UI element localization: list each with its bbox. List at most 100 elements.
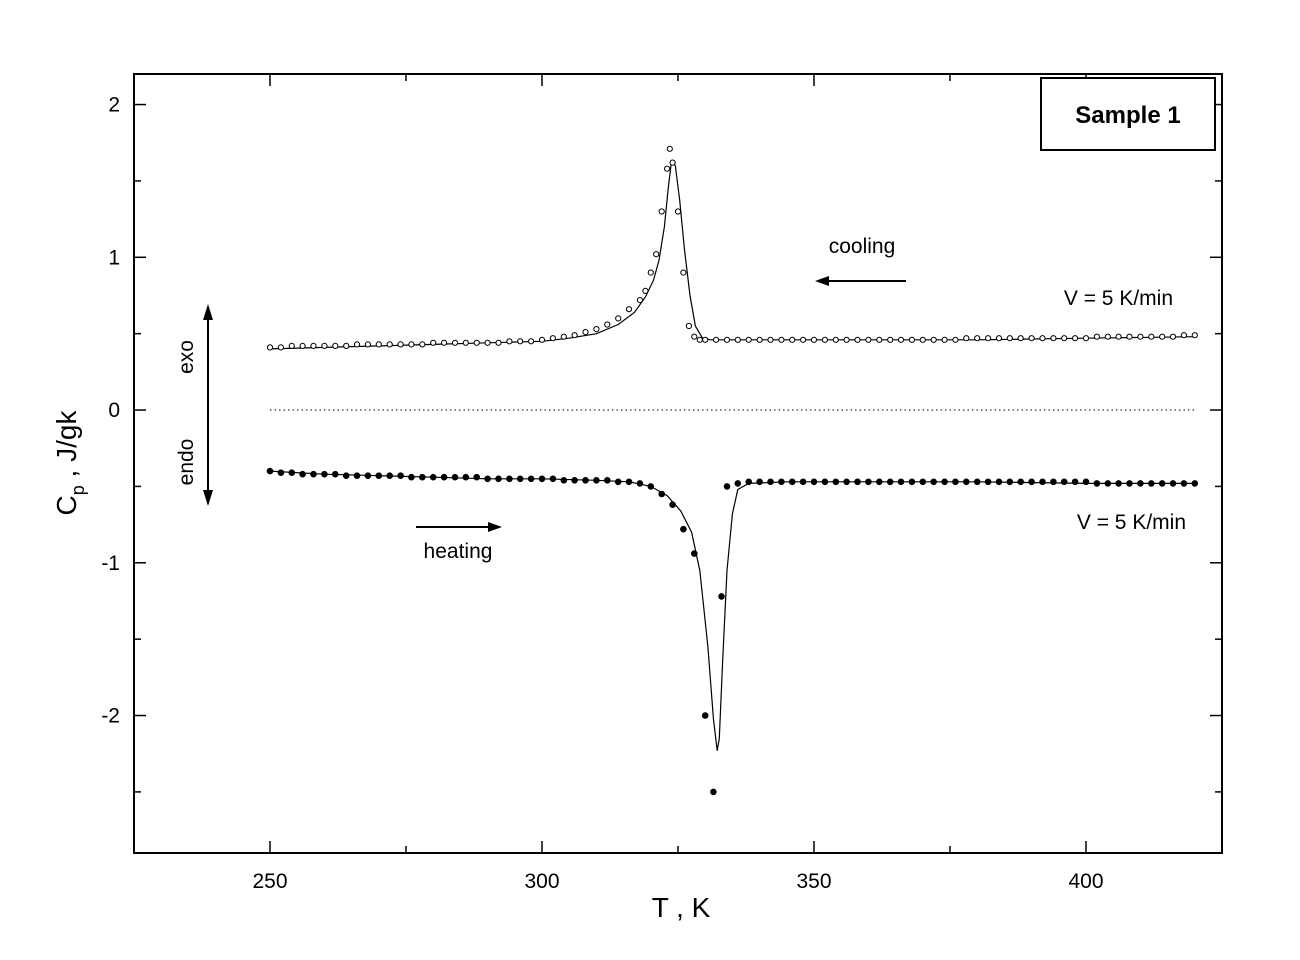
data-point — [745, 336, 752, 343]
data-point — [973, 478, 981, 486]
data-point — [593, 477, 600, 484]
data-point — [854, 336, 861, 343]
data-point — [647, 269, 654, 276]
y-axis-title-sub: p — [68, 485, 88, 495]
data-point — [408, 473, 415, 481]
data-point — [560, 333, 567, 340]
data-point — [332, 470, 339, 478]
data-point — [865, 336, 872, 343]
data-point — [1060, 478, 1068, 486]
data-point — [897, 336, 905, 343]
data-point — [778, 336, 785, 343]
data-point — [680, 525, 687, 533]
data-point — [1072, 335, 1079, 342]
data-point — [441, 339, 448, 346]
data-point — [1039, 478, 1046, 486]
data-point — [299, 470, 306, 478]
data-point — [974, 335, 981, 342]
data-point — [1115, 480, 1122, 487]
data-point — [919, 478, 927, 486]
data-point — [310, 342, 317, 349]
data-point — [908, 336, 916, 343]
data-point — [767, 478, 774, 486]
data-point — [710, 788, 717, 796]
legend-text: Sample 1 — [1075, 102, 1180, 129]
data-point — [1158, 480, 1166, 487]
data-point — [266, 344, 274, 351]
data-point — [713, 336, 720, 343]
data-point — [666, 145, 673, 152]
heating-arrow — [416, 522, 502, 532]
data-point — [473, 473, 481, 481]
data-point — [1104, 333, 1111, 340]
data-point — [397, 341, 404, 348]
cooling-label: cooling — [829, 235, 896, 258]
data-point — [636, 297, 644, 304]
data-point — [1039, 335, 1046, 342]
data-point — [723, 336, 731, 343]
fit-curves — [269, 159, 1195, 751]
data-point — [397, 472, 404, 480]
data-point — [843, 478, 850, 486]
data-point — [832, 336, 839, 343]
data-point — [342, 472, 350, 480]
x-tick-label: 400 — [1068, 870, 1103, 893]
data-point — [593, 326, 600, 333]
data-point — [375, 341, 382, 348]
data-point — [734, 480, 742, 487]
data-point — [353, 472, 361, 480]
y-tick-label: -1 — [101, 552, 120, 575]
heating-label: heating — [424, 540, 493, 563]
data-point — [321, 342, 328, 349]
data-point — [614, 478, 622, 486]
x-tick-label: 300 — [524, 870, 559, 893]
data-point — [653, 251, 660, 258]
data-point — [1082, 478, 1090, 486]
data-point — [451, 339, 459, 346]
data-points — [266, 145, 1199, 796]
data-point — [310, 470, 317, 478]
data-point — [1050, 335, 1057, 342]
data-point — [538, 336, 546, 343]
fit-curve-1 — [269, 159, 1195, 350]
endo-label: endo — [175, 439, 198, 486]
data-point — [495, 339, 502, 346]
data-point — [664, 165, 671, 172]
data-point — [582, 477, 589, 484]
data-point — [549, 475, 557, 483]
data-point — [952, 478, 959, 486]
data-point — [810, 478, 818, 486]
data-point — [876, 336, 883, 343]
data-point — [484, 475, 491, 483]
y-axis-title-rest: , J/gk — [51, 410, 82, 486]
data-point — [604, 477, 611, 484]
data-point — [876, 478, 883, 486]
y-axis-title-main: C — [51, 495, 82, 515]
data-point — [767, 336, 774, 343]
data-point — [843, 336, 850, 343]
data-point — [908, 478, 916, 486]
data-point — [451, 473, 459, 481]
data-point — [1159, 333, 1166, 340]
data-point — [941, 478, 948, 486]
x-tick-label: 350 — [796, 870, 831, 893]
data-point — [386, 341, 393, 348]
data-point — [462, 339, 469, 346]
data-point — [658, 490, 666, 498]
data-point — [778, 478, 785, 486]
data-point — [1093, 480, 1101, 487]
data-point — [701, 712, 709, 719]
data-point — [560, 477, 568, 484]
data-point — [462, 473, 470, 481]
data-point — [745, 478, 753, 486]
data-point — [408, 341, 415, 348]
data-point — [800, 336, 807, 343]
data-point — [1169, 480, 1177, 487]
data-point — [516, 475, 524, 483]
data-point — [571, 477, 578, 484]
data-point — [887, 336, 894, 343]
legend-box: Sample 1 — [1040, 77, 1216, 151]
data-point — [343, 342, 350, 349]
data-point — [538, 475, 546, 483]
data-point — [430, 339, 437, 346]
